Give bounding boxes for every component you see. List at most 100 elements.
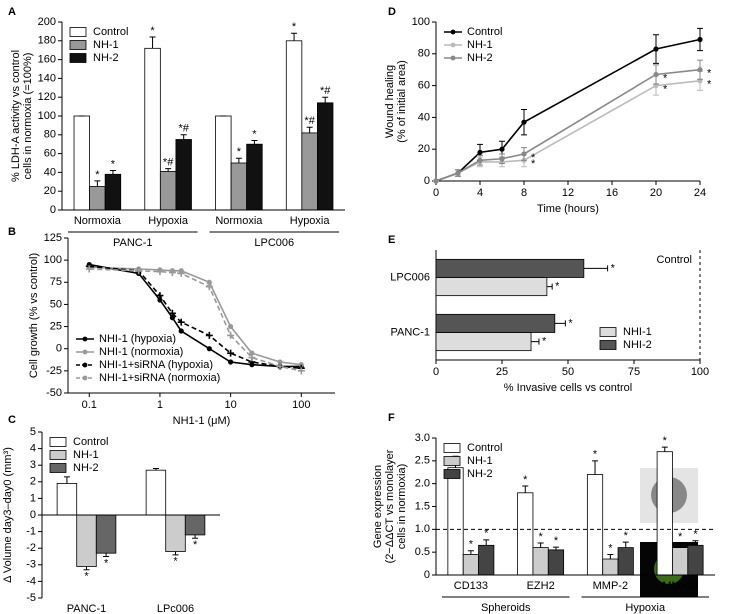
error-bar [692, 540, 699, 546]
legend-label: Control [73, 436, 108, 448]
marker [653, 71, 659, 78]
error-bar [661, 446, 668, 452]
marker [177, 318, 185, 326]
legend-label: NH-1 [467, 455, 493, 467]
legend-label: NH-1 [73, 449, 99, 461]
group-label: LPC006 [254, 237, 294, 249]
bar [230, 162, 248, 211]
y-axis-label: % LDH-A activity vs control [10, 50, 22, 182]
legend-swatch [443, 469, 461, 479]
y-tick-label: 60 [418, 80, 430, 92]
group-label: PANC-1 [113, 237, 153, 249]
error-bar [165, 168, 172, 172]
marker [455, 170, 461, 176]
reference-label: Control [657, 254, 692, 266]
error-bar [467, 550, 474, 555]
marker [499, 146, 505, 152]
marker [276, 362, 284, 370]
group-label: Hypoxia [625, 602, 666, 614]
series-line [89, 268, 302, 372]
x-tick-label: 1 [157, 399, 163, 411]
y-tick-label: 0 [56, 343, 62, 355]
series-line [89, 266, 302, 366]
y-tick-label: -25 [46, 365, 62, 377]
legend-label: Control [467, 442, 502, 454]
panel-label: D [388, 6, 396, 18]
y-tick-label: 60 [44, 148, 56, 160]
y-axis-label: (% of initial area) [396, 60, 408, 143]
bar [76, 514, 97, 567]
bar [104, 173, 122, 211]
error-bar [677, 542, 684, 548]
bar [175, 139, 192, 211]
y-tick-label: -5 [26, 592, 36, 604]
error-bar [322, 96, 329, 103]
bar [435, 313, 556, 333]
marker [206, 279, 212, 285]
significance-label: * [292, 21, 297, 33]
legend-label: NH-2 [93, 52, 119, 64]
significance-label: * [523, 474, 528, 486]
significance-label: * [531, 158, 536, 170]
y-tick-label: 80 [418, 48, 430, 60]
marker [277, 359, 283, 365]
marker [227, 349, 235, 357]
y-tick-label: 100 [44, 254, 62, 266]
panel-label: F [388, 412, 395, 424]
marker [477, 157, 483, 163]
legend-label: NHI-2 [623, 339, 652, 351]
error-bar [554, 320, 566, 327]
significance-label: * [469, 539, 474, 551]
error-bar [192, 534, 199, 539]
error-bar [103, 553, 110, 557]
bar [617, 547, 634, 576]
marker [135, 267, 143, 275]
series-line [89, 263, 302, 368]
marker [178, 328, 184, 334]
legend-swatch [82, 336, 88, 342]
legend-swatch [443, 443, 461, 453]
y-tick-label: 20 [418, 143, 430, 155]
legend-swatch [49, 450, 67, 460]
y-tick-label: -50 [46, 387, 62, 399]
error-bar [172, 551, 179, 556]
series-line [435, 80, 701, 182]
x-axis-label: Time (hours) [537, 203, 599, 215]
legend-swatch [450, 42, 456, 48]
legend-label: NH-2 [73, 462, 99, 474]
legend-label: NHI-1+siRNA (hypoxia) [99, 359, 213, 371]
y-tick-label: 100 [412, 16, 430, 28]
error-bar [592, 460, 599, 475]
y-tick-label: 160 [38, 54, 56, 66]
y-tick-label: 2.0 [415, 478, 430, 490]
marker [227, 331, 235, 339]
y-tick-label: -4 [26, 575, 36, 587]
x-tick-label: 16 [606, 187, 618, 199]
error-bar [109, 170, 116, 175]
bar [95, 514, 117, 554]
y-tick-label: 125 [44, 232, 62, 244]
panel-label: C [8, 414, 16, 426]
legend-swatch [82, 349, 88, 355]
significance-label: *# [304, 115, 315, 127]
bar [165, 514, 186, 552]
marker [156, 268, 164, 276]
significance-label: * [663, 72, 668, 84]
bar [435, 258, 585, 278]
significance-label: * [555, 280, 560, 292]
y-tick-label: 180 [38, 35, 56, 47]
x-tick-label: 10 [224, 399, 236, 411]
error-bar [180, 134, 187, 140]
x-tick-label: 24 [694, 187, 706, 199]
marker [205, 331, 213, 339]
significance-label: * [663, 435, 668, 447]
bar [447, 467, 464, 576]
bar [517, 492, 534, 576]
y-tick-label: 20 [44, 185, 56, 197]
bar [159, 171, 177, 211]
error-bar [546, 283, 553, 290]
marker [697, 67, 703, 73]
x-tick-label: 0.1 [82, 399, 97, 411]
legend-label: NH-2 [467, 468, 493, 480]
series-line [89, 265, 302, 369]
